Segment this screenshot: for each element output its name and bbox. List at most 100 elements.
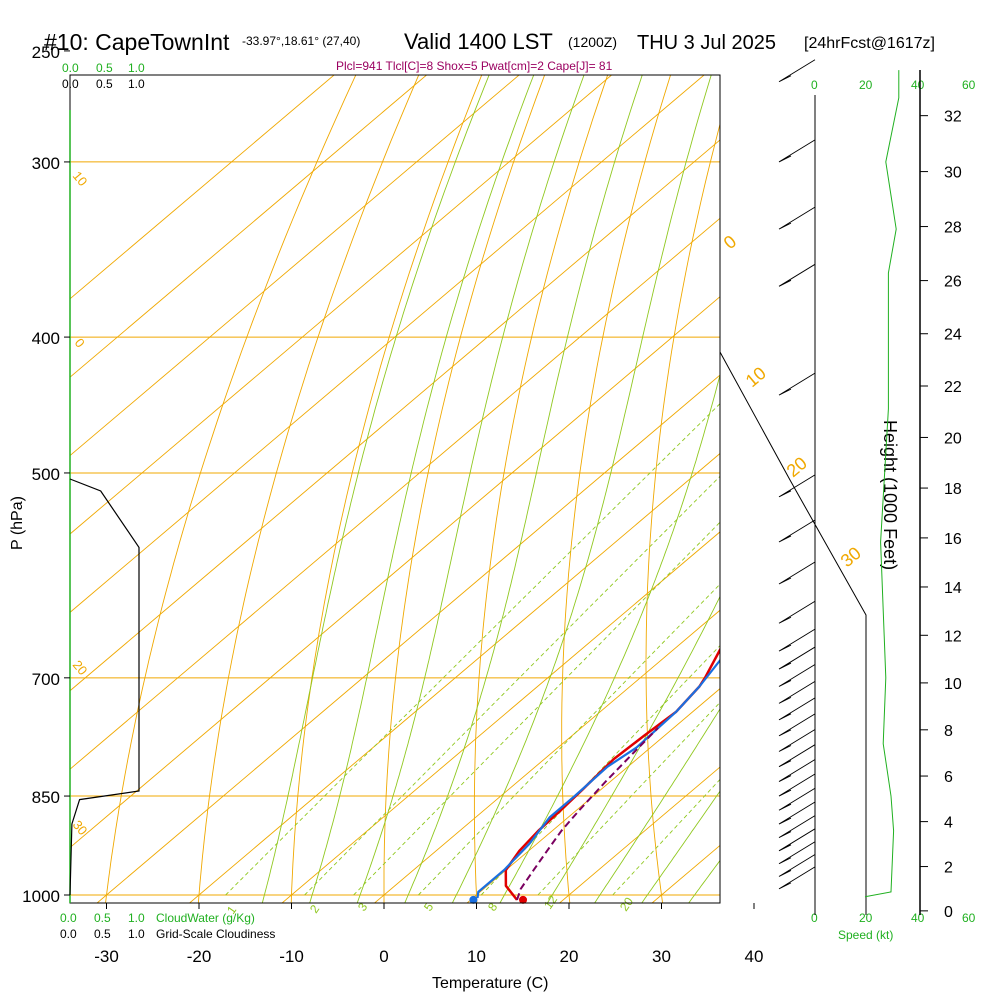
height-tick-label: 20	[944, 430, 962, 447]
speed-tick-bottom-0: 0	[811, 911, 818, 925]
cloudwater-tick-top-1: 0.5	[96, 61, 113, 75]
isotherm--110	[70, 75, 335, 300]
x-axis-title: Temperature (C)	[432, 975, 548, 992]
speed-tick-top-2: 40	[911, 78, 925, 92]
temperature-tick-label: 20	[560, 947, 579, 966]
wind-barb	[778, 139, 816, 163]
height-tick-label: 14	[944, 580, 962, 597]
wind-barb	[778, 729, 816, 752]
mixing-ratio-20	[612, 778, 720, 896]
temperature-tick-label: 30	[652, 947, 671, 966]
wind-barb	[778, 773, 816, 797]
cloudiness-tick-top-1: 0.5	[96, 77, 113, 91]
temperature-tick-label: -20	[187, 947, 212, 966]
height-tick-label: 28	[944, 220, 962, 237]
mixing-ratio-12	[537, 701, 720, 896]
pressure-tick-label: 250	[32, 43, 60, 62]
dry-adiabat--30	[105, 75, 357, 903]
mixing-ratio-3	[353, 521, 720, 896]
wind-barb	[778, 841, 816, 865]
height-tick-label: 2	[944, 860, 953, 877]
wind-speed-profile	[864, 70, 900, 898]
height-tick-label: 26	[944, 274, 962, 291]
wind-barb	[778, 801, 816, 825]
wind-barb	[778, 680, 816, 704]
cloudwater-label: CloudWater (g/Kg)	[156, 911, 255, 925]
plot-frame	[69, 74, 721, 904]
boundary-line	[719, 351, 867, 915]
isotherm--20	[188, 452, 720, 903]
isotherm--100	[70, 75, 428, 378]
dry-adiabat-20	[561, 75, 672, 903]
y-axis-title: P (hPa)	[9, 496, 26, 550]
mixing-ratio-label: 2	[307, 902, 322, 916]
wind-barb	[778, 628, 816, 652]
speed-tick-top-3: 60	[962, 78, 976, 92]
moist-adiabat-25	[594, 708, 720, 903]
dry-adiabat-0	[383, 75, 546, 903]
dry-adiabat-70	[958, 26, 1000, 925]
moist-adiabat-0	[356, 75, 585, 903]
cloudwater-tick-bottom-2: 1.0	[128, 911, 145, 925]
moist-adiabat--10	[261, 75, 490, 903]
moist-adiabat--5	[309, 75, 535, 903]
pressure-tick-label: 500	[32, 465, 60, 484]
cloudiness-tick-bottom-0: 0.0	[60, 927, 77, 941]
wind-barb	[778, 646, 816, 670]
surface-temperature-marker	[519, 895, 528, 904]
dry-adiabat--20	[197, 75, 420, 903]
wind-barb	[778, 697, 816, 721]
wind-barb	[778, 206, 816, 230]
height-tick-label: 32	[944, 109, 962, 126]
temperature-line	[504, 647, 720, 901]
cloudiness-tick-bottom-2: 1.0	[128, 927, 145, 941]
height-tick-label: 0	[944, 904, 953, 921]
wind-barb	[778, 854, 816, 877]
dry-adiabat-label: 20	[70, 657, 91, 678]
temperature-tick-label: 10	[467, 947, 486, 966]
wind-barb	[778, 815, 816, 838]
isotherm--30	[96, 374, 720, 903]
pressure-tick-label: 300	[32, 154, 60, 173]
moist-adiabat-35	[688, 859, 720, 903]
isotherm--60	[70, 139, 720, 692]
surface-dewpoint-marker	[469, 895, 478, 904]
isotherm-40	[719, 26, 1000, 925]
height-tick-label: 10	[944, 676, 962, 693]
cloudiness-tick-bottom-1: 0.5	[94, 927, 111, 941]
mixing-ratio-label: 8	[485, 900, 500, 914]
height-tick-label: 24	[944, 327, 962, 344]
pressure-tick-label: 1000	[22, 887, 60, 906]
height-tick-label: 6	[944, 769, 953, 786]
wind-barb	[778, 744, 816, 768]
isotherm--10	[281, 531, 720, 903]
wind-barb	[778, 759, 816, 782]
moist-adiabat-10	[451, 75, 712, 903]
dry-adiabat-10	[473, 75, 609, 903]
height-axis-title: Height (1000 Feet)	[880, 420, 900, 570]
wind-barb	[778, 474, 816, 498]
moist-adiabat-5	[404, 75, 643, 903]
mixing-ratio-label: 20	[617, 894, 636, 913]
station-title: #10: CapeTownInt	[44, 29, 230, 55]
cloudiness-tick-top-2: 1.0	[128, 77, 145, 91]
valid-date: THU 3 Jul 2025	[637, 32, 776, 54]
moist-adiabat-20	[546, 595, 720, 903]
dry-adiabat-label: 10	[70, 168, 91, 189]
moist-adiabat-30	[641, 790, 720, 903]
pressure-tick-label: 850	[32, 788, 60, 807]
height-tick-label: 8	[944, 723, 953, 740]
cloudwater-tick-top-0: 0.0	[62, 61, 79, 75]
height-tick-label: 18	[944, 481, 962, 498]
wind-barb	[778, 59, 816, 83]
dewpoint-line	[476, 658, 720, 899]
wind-barb	[778, 664, 816, 687]
isotherm--80	[70, 75, 613, 535]
stability-indices: Plcl=941 Tlcl[C]=8 Shox=5 Pwat[cm]=2 Cap…	[336, 59, 613, 73]
isotherm-10	[466, 688, 720, 903]
height-tick-label: 4	[944, 815, 953, 832]
moist-adiabat-label: 30	[837, 543, 865, 571]
